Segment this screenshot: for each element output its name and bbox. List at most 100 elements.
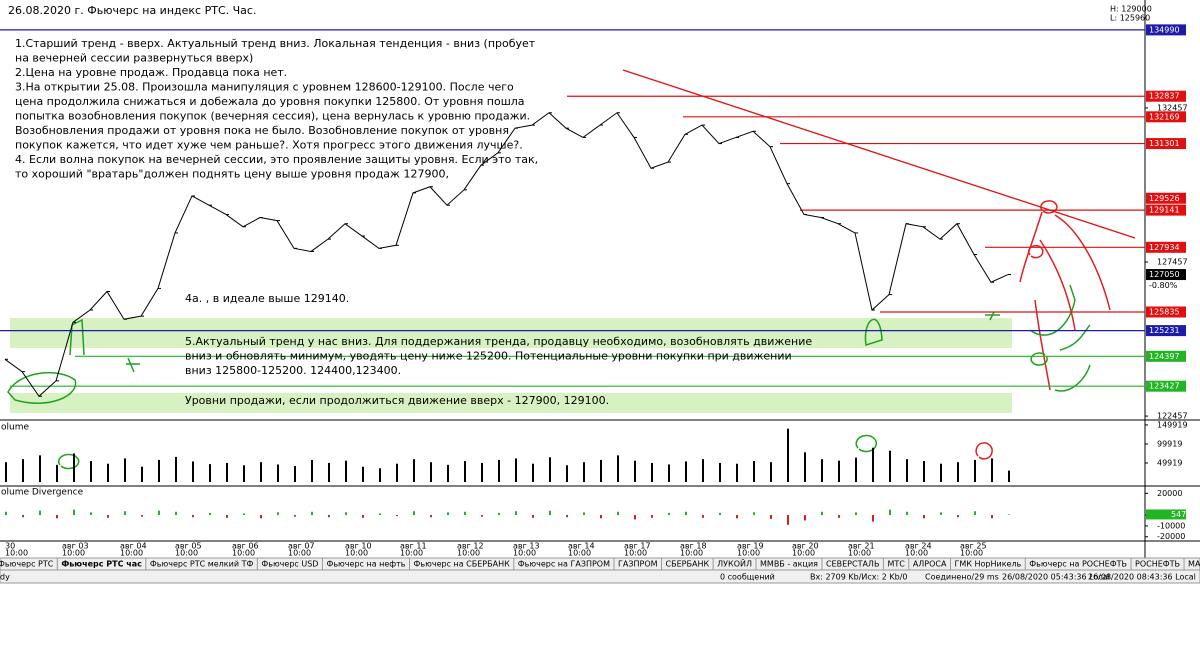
divergence-bar bbox=[141, 515, 143, 517]
tab[interactable]: СБЕРБАНК bbox=[666, 560, 710, 569]
y-tick-label: 132457 bbox=[1157, 103, 1188, 112]
divergence-bar bbox=[753, 512, 755, 516]
x-tick-label: авг 14 bbox=[568, 542, 595, 551]
tab[interactable]: ЛУКОЙЛ bbox=[717, 558, 752, 569]
x-time-label: 10:00 bbox=[345, 549, 368, 558]
annotation: вниз и обновлять минимум, уводять цену н… bbox=[185, 350, 792, 363]
y-tick-label: -10000 bbox=[1157, 521, 1185, 530]
divergence-bar bbox=[260, 515, 262, 519]
tab[interactable]: Фьючерс на РОСНЕФТЬ bbox=[1029, 560, 1127, 569]
level-label-box bbox=[1146, 138, 1186, 150]
volume-bar bbox=[243, 465, 245, 482]
level-label: 129526 bbox=[1149, 194, 1180, 203]
divergence-bar bbox=[634, 515, 636, 520]
divergence-bar bbox=[889, 509, 891, 516]
tab[interactable]: АЛРОСА bbox=[913, 560, 947, 569]
volume-bar bbox=[90, 461, 92, 482]
tab[interactable]: Фьючерс USD bbox=[261, 560, 318, 569]
level-label-box bbox=[1146, 306, 1186, 318]
tab[interactable]: РОСНЕФТЬ bbox=[1135, 560, 1180, 569]
volume-bar bbox=[770, 462, 772, 482]
volume-bar bbox=[447, 464, 449, 482]
tab[interactable]: МТС bbox=[887, 560, 905, 569]
divergence-bar bbox=[1008, 514, 1010, 516]
level-label: 123427 bbox=[1149, 382, 1180, 391]
x-tick-label: авг 18 bbox=[680, 542, 707, 551]
tab[interactable]: Фьючерс на нефть bbox=[326, 560, 405, 569]
tab[interactable]: Фьючерс на СБЕРБАНК bbox=[414, 560, 511, 569]
divergence-bar bbox=[107, 515, 109, 518]
tab[interactable]: ГАЗПРОМ bbox=[618, 560, 658, 569]
volume-bar bbox=[957, 462, 959, 482]
annotation: 1.Старший тренд - вверх. Актуальный трен… bbox=[15, 37, 536, 50]
divergence-bar bbox=[345, 512, 347, 516]
volume-bar bbox=[753, 461, 755, 482]
divergence-bar bbox=[396, 515, 398, 517]
tab[interactable]: МАГНИТ bbox=[1188, 560, 1200, 569]
level-label-box bbox=[1146, 111, 1186, 123]
divergence-bar bbox=[294, 515, 296, 517]
x-time-label: 10:00 bbox=[513, 549, 536, 558]
divergence-bar bbox=[5, 511, 7, 516]
divergence-bar bbox=[243, 513, 245, 516]
volume-bar bbox=[923, 461, 925, 482]
volume-bar bbox=[991, 458, 993, 482]
level-label: 125231 bbox=[1149, 326, 1180, 335]
x-tick-label: авг 21 bbox=[848, 542, 875, 551]
tab[interactable]: ГМК НорНикель bbox=[954, 560, 1021, 569]
y-tick-label: 20000 bbox=[1157, 489, 1182, 498]
annotation: 4а. , в идеале выше 129140. bbox=[185, 292, 349, 305]
tab[interactable]: Фьючерс РТС час bbox=[61, 560, 142, 569]
divergence-bar bbox=[940, 512, 942, 516]
tab[interactable]: ММВБ - акция bbox=[760, 560, 818, 569]
buy-zone bbox=[10, 318, 1012, 348]
tab[interactable]: Фьючерс на ГАЗПРОМ bbox=[518, 560, 610, 569]
pane-label: olume bbox=[1, 423, 29, 433]
annotation: цена продолжила снижаться и добежала до … bbox=[15, 95, 525, 108]
volume-bar bbox=[787, 428, 789, 482]
x-time-label: 10:00 bbox=[232, 549, 255, 558]
tab[interactable]: СЕВЕРСТАЛЬ bbox=[826, 560, 879, 569]
volume-bar bbox=[5, 462, 7, 482]
divergence-bar bbox=[991, 515, 993, 519]
level-label: 131301 bbox=[1149, 139, 1180, 148]
annotation: то хороший "вратарь"должен поднять цену … bbox=[15, 168, 449, 181]
divergence-bar bbox=[430, 515, 432, 518]
x-tick-label: авг 12 bbox=[457, 542, 484, 551]
level-label: 127934 bbox=[1149, 243, 1180, 252]
tab[interactable]: Фьючерс РТС bbox=[0, 560, 54, 569]
divergence-bar bbox=[481, 515, 483, 517]
volume-bar bbox=[566, 465, 568, 482]
divergence-bar bbox=[311, 511, 313, 516]
tab[interactable]: Фьючерс РТС мелкий ТФ bbox=[150, 560, 254, 569]
divergence-bar bbox=[719, 512, 721, 516]
divergence-bar bbox=[855, 512, 857, 516]
divergence-bar bbox=[413, 511, 415, 516]
volume-bar bbox=[1008, 470, 1010, 482]
divergence-bar bbox=[736, 515, 738, 519]
divergence-bar bbox=[22, 515, 24, 518]
annotation: 3.На открытии 25.08. Произошла манипуляц… bbox=[15, 81, 514, 94]
divergence-bar bbox=[787, 515, 789, 525]
divergence-bar bbox=[668, 512, 670, 516]
x-tick-label: авг 24 bbox=[905, 542, 932, 551]
annotation: попытка возобновления покупок (вечерняя … bbox=[15, 110, 530, 123]
volume-bar bbox=[889, 450, 891, 482]
volume-bar bbox=[141, 466, 143, 482]
buy-zone bbox=[10, 393, 1012, 413]
change-label: -0.80% bbox=[1149, 281, 1178, 290]
x-tick-label: авг 04 bbox=[120, 542, 147, 551]
x-time-label: 10:00 bbox=[792, 549, 815, 558]
high-label: H: 129000 bbox=[1110, 5, 1152, 14]
volume-bar bbox=[481, 462, 483, 482]
x-tick-label: авг 05 bbox=[175, 542, 202, 551]
x-tick-label: авг 06 bbox=[232, 542, 259, 551]
level-label: 134990 bbox=[1149, 25, 1180, 34]
volume-bar bbox=[651, 462, 653, 482]
volume-bar bbox=[260, 462, 262, 482]
volume-bar bbox=[107, 463, 109, 482]
annotation: 2.Цена на уровне продаж. Продавца пока н… bbox=[15, 66, 287, 79]
level-label-box bbox=[1146, 192, 1186, 204]
last-price-box bbox=[1146, 269, 1186, 281]
price-line bbox=[4, 112, 1009, 398]
